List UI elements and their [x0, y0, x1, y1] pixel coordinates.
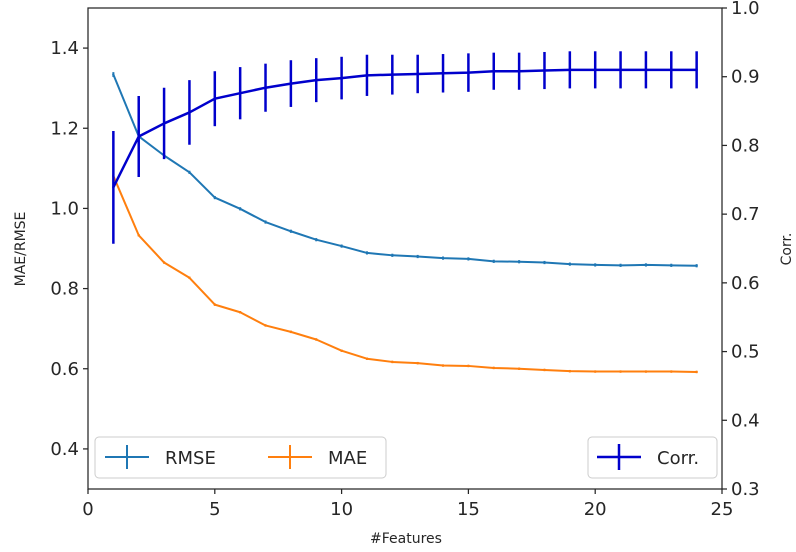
y-right-tick-label: 0.8 — [731, 135, 760, 156]
legend-corr-label: Corr. — [657, 448, 699, 469]
legend-rmse-marker — [105, 445, 149, 469]
legend-right: Corr. — [587, 436, 718, 479]
series-rmse — [112, 72, 698, 268]
series-mae — [112, 174, 698, 374]
legend-corr-marker — [597, 444, 641, 470]
legend-rmse-label: RMSE — [165, 448, 216, 469]
x-tick-label: 15 — [457, 499, 480, 520]
y-axis-label-left: MAE/RMSE — [13, 212, 29, 287]
x-axis-label: #Features — [370, 531, 442, 547]
line-corr — [112, 68, 697, 188]
line-rmse — [112, 74, 697, 267]
tick-layer: 0 5 10 15 20 25 0.4 0.6 0.8 1.0 1.2 1.4 0.3 0.4 0.5 0.6… — [50, 0, 759, 520]
y-right-tick-label: 0.5 — [731, 342, 760, 363]
legend-mae-marker — [268, 445, 312, 469]
y-right-tick-label: 0.4 — [731, 410, 760, 431]
series-corr — [112, 51, 698, 244]
y-left-tick-label: 1.4 — [50, 38, 79, 59]
y-left-tick-label: 1.0 — [50, 198, 79, 219]
series-layer — [112, 51, 698, 374]
line-mae — [112, 175, 697, 373]
y-axis-label-right: Corr. — [779, 233, 795, 266]
y-left-tick-label: 1.2 — [50, 118, 79, 139]
plot-frame — [87, 7, 723, 490]
legend-left-box — [94, 436, 387, 479]
y-right-tick-label: 0.3 — [731, 479, 760, 500]
y-right-tick-label: 0.9 — [731, 67, 760, 88]
legend-mae-label: MAE — [328, 448, 367, 469]
y-right-tick-label: 0.7 — [731, 204, 760, 225]
legend-left: RMSE MAE — [94, 436, 387, 479]
y-right-tick-label: 0.6 — [731, 273, 760, 294]
y-left-tick-label: 0.8 — [50, 279, 79, 300]
x-tick-label: 5 — [209, 499, 220, 520]
y-left-tick-label: 0.4 — [50, 439, 79, 460]
x-tick-label: 20 — [584, 499, 607, 520]
x-tick-label: 10 — [330, 499, 353, 520]
y-left-tick-label: 0.6 — [50, 359, 79, 380]
x-tick-label: 0 — [82, 499, 93, 520]
y-right-tick-label: 1.0 — [731, 0, 760, 19]
x-tick-label: 25 — [711, 499, 734, 520]
